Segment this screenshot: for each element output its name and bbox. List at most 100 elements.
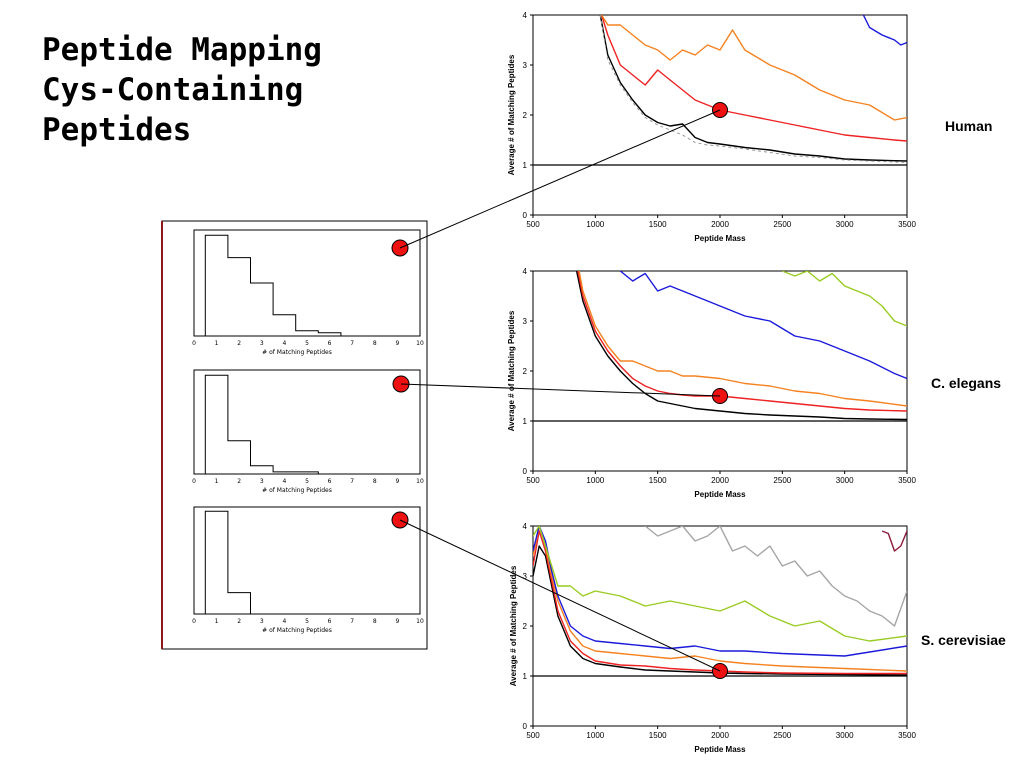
line-chart-human: 500 1000 1500 2000 2500 3000 3500 0 1 2 3 4 Peptide …	[507, 11, 916, 243]
series-line-gray	[644, 526, 907, 627]
histogram-tick-label: 5	[305, 618, 309, 625]
x-tick-label: 1000	[586, 731, 604, 740]
series-line-green	[782, 271, 907, 327]
histogram-tick-label: 3	[260, 478, 264, 485]
histogram-hist2: 0 1 2 3 4 5 6 7 8 9 10 # of Matching Peptides	[192, 369, 424, 494]
x-tick-label: 2500	[773, 476, 791, 485]
histogram-tick-label: 5	[305, 478, 309, 485]
histogram-tick-label: 4	[282, 478, 286, 485]
connector-line	[400, 383, 721, 397]
histogram-tick-label: 9	[395, 618, 399, 625]
series-group	[533, 526, 907, 676]
histogram-steps	[204, 510, 251, 614]
x-tick-label: 3000	[836, 476, 854, 485]
histogram-x-label: # of Matching Peptides	[262, 627, 332, 634]
x-axis-label: Peptide Mass	[694, 745, 746, 754]
y-tick-label: 4	[523, 522, 528, 531]
histogram-hist3: 0 1 2 3 4 5 6 7 8 9 10 # of Matching Peptides	[192, 506, 424, 634]
y-axis-label: Average # of Matching Peptides	[507, 54, 516, 175]
histogram-steps	[204, 234, 342, 336]
x-tick-label: 500	[526, 731, 540, 740]
series-line-orange	[601, 15, 907, 121]
y-tick-label: 2	[523, 367, 528, 376]
histogram-x-label: # of Matching Peptides	[262, 349, 332, 356]
histogram-tick-label: 4	[282, 340, 286, 347]
series-line-blue	[862, 15, 907, 46]
series-line-red	[600, 15, 907, 142]
y-axis-label: Average # of Matching Peptides	[509, 565, 518, 686]
y-tick-label: 0	[523, 722, 528, 731]
y-tick-label: 1	[523, 417, 528, 426]
x-axis-label: Peptide Mass	[694, 234, 746, 243]
x-tick-label: 1500	[649, 476, 667, 485]
histogram-tick-label: 6	[328, 340, 332, 347]
histogram-tick-label: 10	[416, 618, 424, 625]
x-tick-label: 3500	[898, 220, 916, 229]
title-line-1: Peptide Mapping	[42, 32, 322, 68]
histogram-tick-label: 2	[237, 340, 241, 347]
y-tick-label: 2	[523, 111, 528, 120]
histogram-tick-label: 0	[192, 340, 196, 347]
y-tick-label: 1	[523, 161, 528, 170]
x-tick-label: 2000	[711, 220, 729, 229]
plot-area-cerevisiae	[532, 525, 908, 727]
histogram-frame	[193, 369, 421, 475]
histogram-tick-label: 5	[305, 340, 309, 347]
y-tick-label: 3	[523, 317, 528, 326]
x-tick-label: 3500	[898, 731, 916, 740]
title-line-3: Peptides	[42, 112, 192, 148]
histogram-tick-label: 1	[215, 478, 219, 485]
y-tick-label: 1	[523, 672, 528, 681]
x-tick-label: 1000	[586, 220, 604, 229]
series-line-black	[533, 545, 907, 676]
species-label-human: Human	[945, 118, 993, 134]
histogram-tick-label: 9	[395, 478, 399, 485]
y-tick-label: 3	[523, 572, 528, 581]
histogram-tick-label: 6	[328, 478, 332, 485]
histogram-tick-label: 6	[328, 618, 332, 625]
line-chart-cerevisiae: 500 1000 1500 2000 2500 3000 3500 0 1 2 3 4 Peptide …	[509, 522, 916, 754]
series-line-maroon	[881, 530, 907, 552]
y-tick-label: 2	[523, 622, 528, 631]
y-tick-label: 0	[523, 211, 528, 220]
histogram-tick-label: 9	[395, 340, 399, 347]
x-tick-label: 1000	[586, 476, 604, 485]
connector-line	[399, 519, 721, 672]
x-tick-label: 1500	[649, 731, 667, 740]
x-tick-label: 2000	[711, 731, 729, 740]
series-line-red	[533, 530, 907, 675]
x-tick-label: 2000	[711, 476, 729, 485]
histogram-steps	[204, 374, 319, 474]
connector-line	[399, 109, 721, 249]
x-tick-label: 1500	[649, 220, 667, 229]
y-tick-label: 4	[523, 267, 528, 276]
histogram-tick-label: 1	[215, 340, 219, 347]
y-tick-label: 4	[523, 11, 528, 20]
x-tick-label: 2500	[773, 731, 791, 740]
x-tick-label: 2500	[773, 220, 791, 229]
x-tick-label: 500	[526, 476, 540, 485]
histogram-hist1: 0 1 2 3 4 5 6 7 8 9 10 # of Matching Peptides	[192, 229, 424, 356]
y-tick-label: 3	[523, 61, 528, 70]
x-tick-label: 500	[526, 220, 540, 229]
series-line-green	[533, 526, 907, 642]
plot-area-elegans	[532, 270, 908, 472]
histogram-tick-label: 10	[416, 340, 424, 347]
histogram-tick-label: 7	[350, 340, 354, 347]
species-label-cerevisiae: S. cerevisiae	[921, 632, 1006, 648]
histogram-tick-label: 2	[237, 478, 241, 485]
histogram-tick-label: 3	[260, 340, 264, 347]
x-tick-label: 3000	[836, 731, 854, 740]
histogram-tick-label: 2	[237, 618, 241, 625]
histogram-frame	[193, 229, 421, 337]
histogram-tick-label: 3	[260, 618, 264, 625]
series-line-dashed	[599, 15, 907, 163]
series-line-orange	[533, 526, 907, 672]
histogram-tick-label: 7	[350, 618, 354, 625]
series-group	[575, 271, 907, 421]
histogram-tick-label: 8	[373, 618, 377, 625]
x-axis-label: Peptide Mass	[694, 490, 746, 499]
x-tick-label: 3000	[836, 220, 854, 229]
histogram-tick-label: 8	[373, 478, 377, 485]
